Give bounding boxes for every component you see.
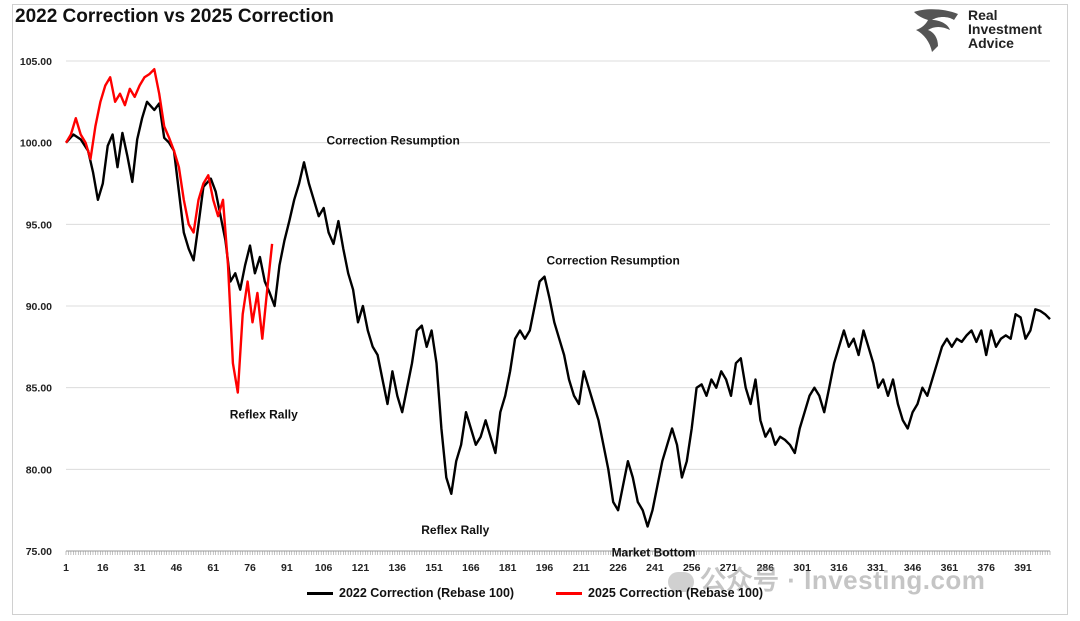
annotation-label: Reflex Rally xyxy=(421,523,489,537)
x-tick-label: 271 xyxy=(720,562,738,574)
x-tick-label: 121 xyxy=(352,562,370,574)
grid xyxy=(66,60,1050,552)
x-tick-label: 361 xyxy=(941,562,959,574)
y-tick-label: 95.00 xyxy=(26,219,52,231)
annotations: Correction Resumption Correction Resumpti… xyxy=(230,133,696,559)
series-lines xyxy=(64,68,1051,528)
x-tick-label: 331 xyxy=(867,562,885,574)
y-tick-label: 85.00 xyxy=(26,383,52,395)
x-tick-label: 61 xyxy=(207,562,219,574)
legend-label-2025: 2025 Correction (Rebase 100) xyxy=(588,586,764,600)
y-tick-label: 80.00 xyxy=(26,464,52,476)
legend-swatch-2022 xyxy=(307,591,333,595)
x-tick-label: 76 xyxy=(244,562,256,574)
annotation-label: Correction Resumption xyxy=(547,254,680,268)
series-line-2025 xyxy=(64,68,274,394)
x-axis: 1 16 31 46 61 76 91 106 121 136 151 166 181 196 211 226… xyxy=(63,550,1051,574)
legend-item-2025: 2025 Correction (Rebase 100) xyxy=(556,586,763,600)
x-tick-label: 31 xyxy=(134,562,146,574)
x-tick-label: 196 xyxy=(536,562,554,574)
x-tick-label: 226 xyxy=(609,562,627,574)
x-tick-label: 16 xyxy=(97,562,109,574)
watermark-text: 公众号 · Investing.com xyxy=(700,565,986,595)
x-tick-label: 181 xyxy=(499,562,517,574)
x-tick-label: 301 xyxy=(793,562,811,574)
legend-item-2022: 2022 Correction (Rebase 100) xyxy=(307,586,514,600)
x-tick-label: 346 xyxy=(904,562,922,574)
y-axis-ticks: 75.00 80.00 85.00 90.00 95.00 100.00 105.00 xyxy=(20,56,52,558)
wechat-icon xyxy=(668,572,694,593)
logo-line-3: Advice xyxy=(968,35,1014,51)
eagle-icon xyxy=(914,9,958,52)
legend-label-2022: 2022 Correction (Rebase 100) xyxy=(339,586,515,600)
x-tick-label: 106 xyxy=(315,562,333,574)
y-tick-label: 100.00 xyxy=(20,138,52,150)
y-tick-label: 90.00 xyxy=(26,301,52,313)
y-tick-label: 105.00 xyxy=(20,56,52,68)
x-tick-label: 241 xyxy=(646,562,664,574)
chart-frame xyxy=(12,4,1068,615)
annotation-label: Reflex Rally xyxy=(230,408,298,422)
x-tick-label: 391 xyxy=(1014,562,1032,574)
x-tick-label: 46 xyxy=(171,562,183,574)
legend: 2022 Correction (Rebase 100) 2025 Correc… xyxy=(0,586,1080,604)
x-tick-label: 1 xyxy=(63,562,69,574)
series-line-2022 xyxy=(65,100,1051,528)
watermark: 公众号 · Investing.com xyxy=(668,560,985,597)
x-tick-label: 376 xyxy=(977,562,995,574)
x-tick-label: 136 xyxy=(389,562,407,574)
annotation-label: Correction Resumption xyxy=(326,133,459,147)
logo-line-2: Investment xyxy=(968,21,1042,37)
logo-line-1: Real xyxy=(968,7,998,23)
x-tick-label: 166 xyxy=(462,562,480,574)
x-tick-label: 256 xyxy=(683,562,701,574)
x-tick-label: 286 xyxy=(757,562,775,574)
legend-swatch-2025 xyxy=(556,591,582,595)
logo: Real Investment Advice xyxy=(910,6,1060,56)
y-tick-label: 75.00 xyxy=(26,546,52,558)
x-tick-label: 151 xyxy=(425,562,443,574)
chart-title: 2022 Correction vs 2025 Correction xyxy=(15,6,334,27)
x-tick-label: 91 xyxy=(281,562,293,574)
x-tick-label: 316 xyxy=(830,562,848,574)
annotation-label: Market Bottom xyxy=(612,546,696,560)
x-tick-label: 211 xyxy=(573,562,590,574)
